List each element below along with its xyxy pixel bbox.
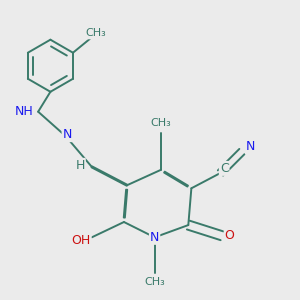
Text: OH: OH <box>71 234 91 247</box>
Text: H: H <box>75 159 85 172</box>
Text: N: N <box>63 128 72 141</box>
Text: N: N <box>246 140 255 153</box>
Text: CH₃: CH₃ <box>85 28 106 38</box>
Text: N: N <box>150 231 159 244</box>
Text: CH₃: CH₃ <box>150 118 171 128</box>
Text: O: O <box>225 229 235 242</box>
Text: C: C <box>220 162 229 175</box>
Text: NH: NH <box>15 105 34 118</box>
Text: CH₃: CH₃ <box>144 278 165 287</box>
